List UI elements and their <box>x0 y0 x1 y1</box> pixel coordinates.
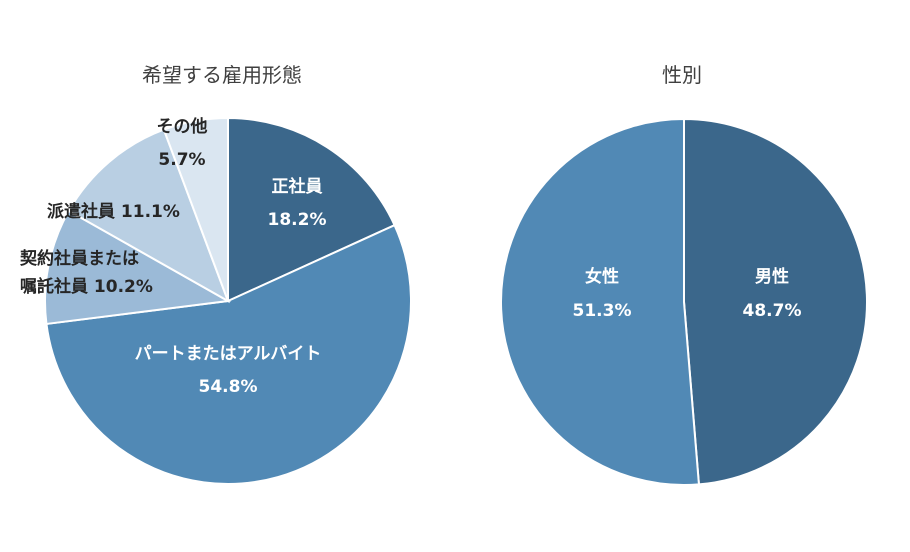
slice-name-label: 正社員 <box>272 176 323 197</box>
slice-name-label: 女性 <box>585 266 619 287</box>
slice-name-label: パートまたはアルバイト <box>135 344 322 364</box>
slice-value-label: 5.7% <box>158 150 205 170</box>
pie-slice <box>500 117 701 486</box>
pie-slice <box>67 128 230 304</box>
slice-name-label: 契約社員または <box>19 248 139 269</box>
slice-value-label: 48.7% <box>743 301 802 321</box>
slice-value-label: 54.8% <box>199 377 258 397</box>
chart-title-gender: 性別 <box>662 63 702 87</box>
slice-value-label: 18.2% <box>268 210 327 230</box>
pie-slice <box>162 116 229 302</box>
slice-name-label: 嘱託社員 10.2% <box>20 276 153 297</box>
chart-title-employment: 希望する雇用形態 <box>142 63 302 87</box>
slice-value-label: 51.3% <box>573 301 632 321</box>
pie-slice <box>683 117 868 486</box>
slice-name-label: 男性 <box>755 266 789 287</box>
slice-name-label: 派遣社員 11.1% <box>47 201 180 222</box>
pie-slice <box>45 223 412 485</box>
pie-slice <box>44 209 232 326</box>
slice-name-label: その他 <box>157 116 208 137</box>
gender-pie: 男性 48.7% 女性 51.3% <box>500 117 868 486</box>
pie-slice <box>227 116 396 303</box>
